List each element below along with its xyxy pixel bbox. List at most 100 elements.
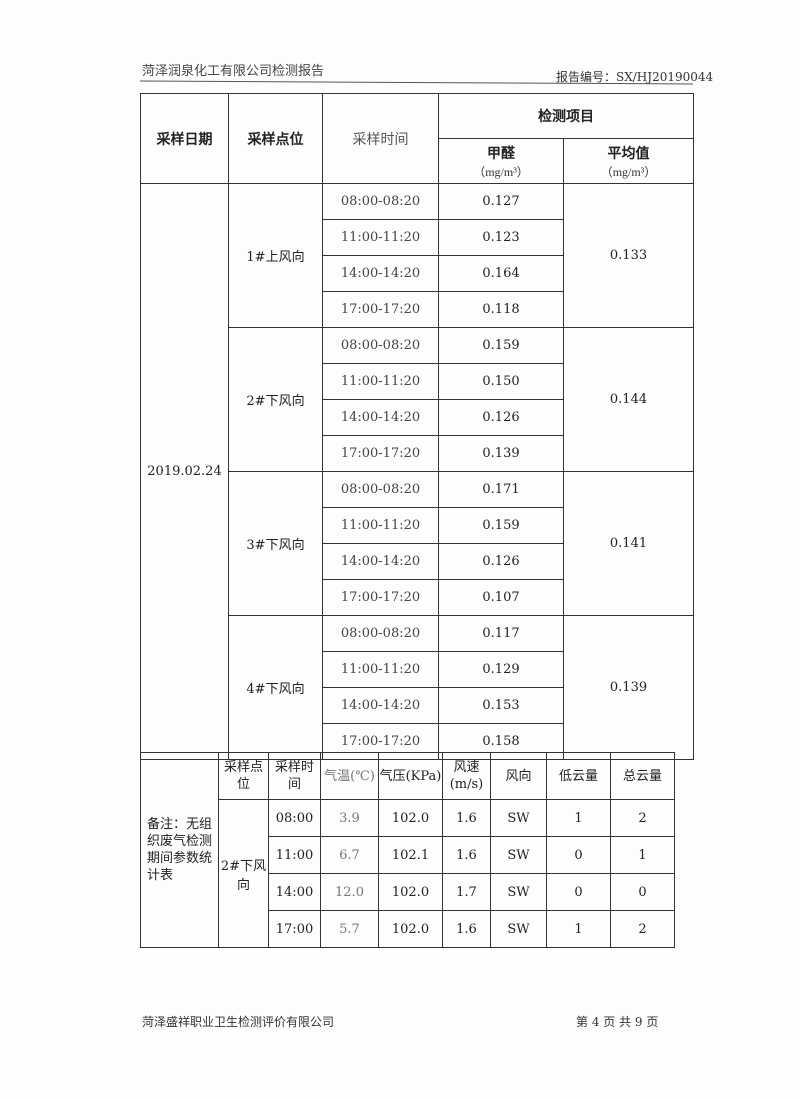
params-row: 14:00 12.0 102.0 1.7 SW 0 0 xyxy=(141,873,675,911)
params-cell: 11:00 xyxy=(268,836,321,874)
params-row: 2#下风向 08:00 3.9 102.0 1.6 SW 1 2 xyxy=(141,799,675,948)
sampling-time: 11:00-11:20 xyxy=(322,651,439,688)
sampling-time: 14:00-14:20 xyxy=(322,543,439,580)
params-header: 气温(℃) xyxy=(320,752,379,800)
params-cell: 17:00 xyxy=(268,910,321,948)
params-header: 风向 xyxy=(490,752,547,800)
params-cell: 2 xyxy=(610,910,675,948)
table-row: 4#下风向 08:00-08:20 0.117 0.139 xyxy=(141,615,694,760)
params-cell: 2 xyxy=(610,799,675,837)
formaldehyde-value: 0.159 xyxy=(438,327,564,364)
parameters-table: 备注：无组织废气检测期间参数统计表 采样点位 采样时间 气温(℃) 气压(KPa) 风速(… xyxy=(140,752,675,948)
formaldehyde-value: 0.150 xyxy=(438,363,564,400)
header-formaldehyde: 甲醛 （mg/m³） xyxy=(438,138,564,184)
params-cell: 1.6 xyxy=(442,836,491,874)
params-cell: 102.1 xyxy=(378,836,443,874)
params-header: 采样时间 xyxy=(268,752,321,800)
formaldehyde-value: 0.153 xyxy=(438,687,564,724)
params-header: 采样点位 xyxy=(218,752,269,800)
params-cell: 1 xyxy=(546,910,611,948)
average-value: 0.141 xyxy=(563,471,694,616)
footer-organization: 菏泽盛祥职业卫生检测评价有限公司 xyxy=(142,1015,335,1029)
sampling-point: 3#下风向 xyxy=(228,471,323,616)
header-time: 采样时间 xyxy=(322,93,439,184)
formaldehyde-value: 0.171 xyxy=(438,471,564,508)
formaldehyde-value: 0.118 xyxy=(438,291,564,328)
table-row: 3#下风向 08:00-08:20 0.171 0.141 xyxy=(141,471,694,616)
sampling-time: 11:00-11:20 xyxy=(322,507,439,544)
params-cell: 102.0 xyxy=(378,799,443,837)
params-cell: 5.7 xyxy=(320,910,379,948)
params-header: 总云量 xyxy=(610,752,675,800)
formaldehyde-value: 0.139 xyxy=(438,435,564,472)
params-cell: 1.6 xyxy=(442,910,491,948)
params-cell: SW xyxy=(490,873,547,911)
sampling-date: 2019.02.24 xyxy=(140,183,229,760)
params-cell: 1.6 xyxy=(442,799,491,837)
table-row: 2019.02.24 1#上风向 08:00-08:20 0.127 0.133 xyxy=(140,183,694,760)
header-date: 采样日期 xyxy=(140,93,229,184)
params-cell: 14:00 xyxy=(268,873,321,911)
sampling-time: 14:00-14:20 xyxy=(322,687,439,724)
formaldehyde-table: 采样日期 采样点位 采样时间 检测项目 甲醛 （mg/m³） 平均值 （mg/m³）… xyxy=(140,93,694,760)
table-row: 14:00-14:20 0.126 xyxy=(141,543,694,580)
formaldehyde-value: 0.159 xyxy=(438,507,564,544)
header-items: 检测项目 xyxy=(438,93,694,139)
formaldehyde-value: 0.126 xyxy=(438,543,564,580)
sampling-time: 11:00-11:20 xyxy=(322,219,439,256)
formaldehyde-value: 0.164 xyxy=(438,255,564,292)
sampling-point: 2#下风向 xyxy=(228,327,323,472)
params-cell: 3.9 xyxy=(320,799,379,837)
average-value: 0.139 xyxy=(563,615,694,760)
params-cell: 1 xyxy=(610,836,675,874)
formaldehyde-value: 0.107 xyxy=(438,579,564,616)
params-header: 风速(m/s) xyxy=(442,752,491,800)
sampling-time: 17:00-17:20 xyxy=(322,435,439,472)
table-row: 14:00-14:20 0.164 xyxy=(141,255,694,292)
params-note: 备注：无组织废气检测期间参数统计表 xyxy=(140,752,219,948)
sampling-time: 17:00-17:20 xyxy=(322,291,439,328)
params-cell: 1.7 xyxy=(442,873,491,911)
formaldehyde-value: 0.117 xyxy=(438,615,564,652)
page-number: 第 4 页 共 9 页 xyxy=(576,1015,659,1029)
sampling-time: 11:00-11:20 xyxy=(322,363,439,400)
table-row: 17:00-17:20 0.118 xyxy=(141,291,694,328)
params-cell: 0 xyxy=(546,873,611,911)
table-row: 11:00-11:20 0.123 xyxy=(141,219,694,256)
params-row: 17:00 5.7 102.0 1.6 SW 1 2 xyxy=(141,910,675,948)
params-cell: 102.0 xyxy=(378,910,443,948)
params-point: 2#下风向 xyxy=(218,799,269,948)
params-cell: 6.7 xyxy=(320,836,379,874)
params-cell: 102.0 xyxy=(378,873,443,911)
company-header: 菏泽润泉化工有限公司检测报告 xyxy=(142,64,325,79)
params-header: 低云量 xyxy=(546,752,611,800)
params-cell: SW xyxy=(490,799,547,837)
params-cell: 08:00 xyxy=(268,799,321,837)
table-row: 2#下风向 08:00-08:20 0.159 0.144 xyxy=(141,327,694,472)
params-cell: 12.0 xyxy=(320,873,379,911)
average-value: 0.133 xyxy=(563,183,694,328)
formaldehyde-value: 0.127 xyxy=(438,183,564,220)
sampling-time: 08:00-08:20 xyxy=(322,183,439,220)
params-cell: 1 xyxy=(546,799,611,837)
table-row: 17:00-17:20 0.139 xyxy=(141,435,694,472)
formaldehyde-value: 0.123 xyxy=(438,219,564,256)
sampling-point: 1#上风向 xyxy=(228,183,323,328)
table-row: 11:00-11:20 0.129 xyxy=(141,651,694,688)
report-number: 报告编号：SX/HJ20190044 xyxy=(556,70,714,84)
sampling-time: 17:00-17:20 xyxy=(322,579,439,616)
params-cell: SW xyxy=(490,836,547,874)
sampling-time: 08:00-08:20 xyxy=(322,327,439,364)
sampling-time: 14:00-14:20 xyxy=(322,255,439,292)
params-cell: 0 xyxy=(546,836,611,874)
params-cell: SW xyxy=(490,910,547,948)
formaldehyde-value: 0.129 xyxy=(438,651,564,688)
header-average: 平均值 （mg/m³） xyxy=(563,138,694,184)
sampling-time: 08:00-08:20 xyxy=(322,471,439,508)
formaldehyde-value: 0.126 xyxy=(438,399,564,436)
params-header-row: 备注：无组织废气检测期间参数统计表 采样点位 采样时间 气温(℃) 气压(KPa) 风速(… xyxy=(140,752,675,948)
table-row: 14:00-14:20 0.153 xyxy=(141,687,694,724)
sampling-time: 14:00-14:20 xyxy=(322,399,439,436)
sampling-point: 4#下风向 xyxy=(228,615,323,760)
